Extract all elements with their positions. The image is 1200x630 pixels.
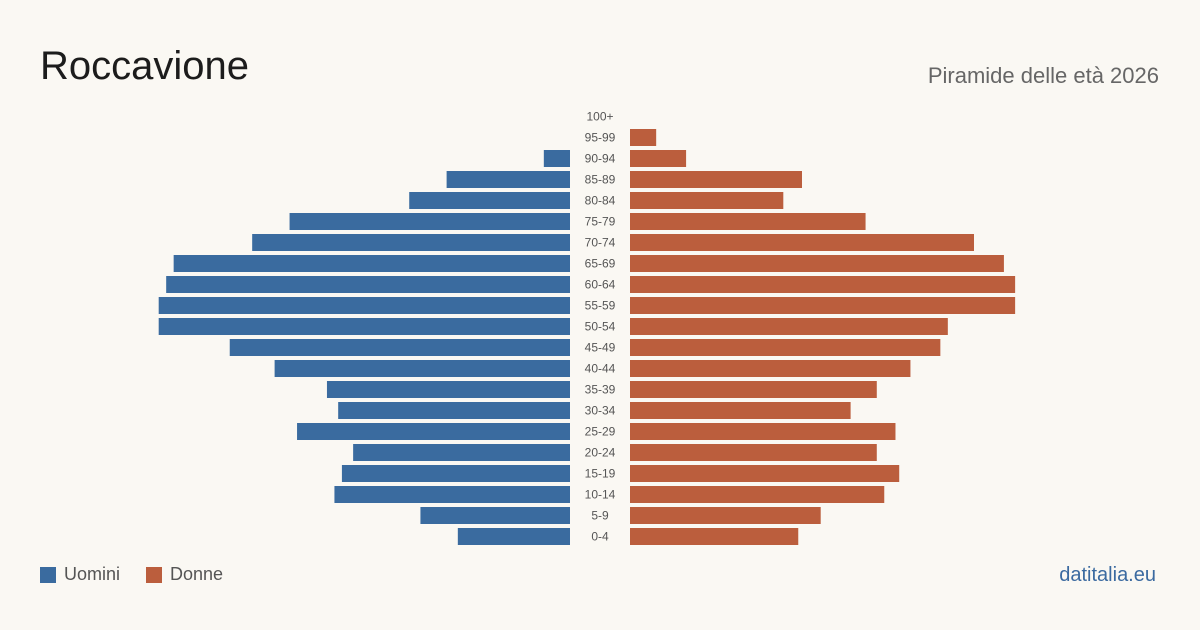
legend-swatch-women (146, 566, 163, 583)
age-label: 75-79 (585, 215, 616, 229)
bar-men-10-14 (334, 486, 570, 503)
bar-women-25-29 (630, 423, 896, 440)
legend-swatch-men (40, 566, 56, 583)
bar-men-45-49 (229, 339, 570, 356)
bar-women-20-24 (630, 444, 877, 461)
chart-legend: Uomini Donne (40, 564, 249, 585)
bar-women-80-84 (630, 192, 784, 209)
bar-women-35-39 (630, 381, 877, 398)
age-label: 70-74 (585, 236, 616, 250)
bar-men-80-84 (409, 192, 570, 209)
bar-women-10-14 (630, 486, 885, 503)
bar-women-15-19 (630, 465, 900, 482)
bar-women-55-59 (630, 297, 1016, 314)
bar-women-45-49 (630, 339, 941, 356)
age-label: 35-39 (585, 383, 616, 397)
bar-men-0-4 (457, 528, 570, 545)
bar-men-50-54 (158, 318, 570, 335)
age-label: 60-64 (585, 278, 616, 292)
age-label: 90-94 (585, 152, 616, 166)
bar-women-90-94 (630, 150, 687, 167)
age-label: 55-59 (585, 299, 616, 313)
page-title: Roccavione (40, 44, 250, 88)
age-label: 0-4 (591, 530, 609, 544)
age-label: 20-24 (585, 446, 616, 460)
age-label: 15-19 (585, 467, 616, 481)
brand-link[interactable]: datitalia.eu (1059, 564, 1156, 586)
chart-subtitle: Piramide delle età 2026 (927, 63, 1159, 88)
bar-men-25-29 (297, 423, 570, 440)
age-label: 85-89 (585, 173, 616, 187)
bar-men-35-39 (326, 381, 570, 398)
age-label: 25-29 (585, 425, 616, 439)
legend-label-men: Uomini (64, 564, 121, 584)
age-label: 100+ (586, 110, 613, 124)
age-label: 40-44 (585, 362, 616, 376)
age-label: 50-54 (585, 320, 616, 334)
age-label: 80-84 (585, 194, 616, 208)
age-label: 65-69 (585, 257, 616, 271)
bar-men-5-9 (420, 507, 570, 524)
bar-women-95-99 (630, 129, 657, 146)
bar-men-60-64 (166, 276, 570, 293)
bar-women-75-79 (630, 213, 866, 230)
brand-footer[interactable]: datitalia.eu (1059, 564, 1156, 587)
legend-item-men: Uomini (40, 564, 120, 585)
bar-women-60-64 (630, 276, 1016, 293)
bar-women-50-54 (630, 318, 948, 335)
bar-women-40-44 (630, 360, 911, 377)
bar-men-75-79 (289, 213, 570, 230)
bar-women-0-4 (630, 528, 799, 545)
bar-men-70-74 (252, 234, 570, 251)
legend-item-women: Donne (146, 564, 223, 585)
bar-men-40-44 (274, 360, 570, 377)
bar-women-30-34 (630, 402, 851, 419)
bar-men-65-69 (173, 255, 571, 272)
bar-women-85-89 (630, 171, 802, 188)
bar-men-15-19 (341, 465, 570, 482)
bar-men-20-24 (353, 444, 570, 461)
age-label: 45-49 (585, 341, 616, 355)
bar-women-70-74 (630, 234, 974, 251)
bar-women-5-9 (630, 507, 821, 524)
bar-men-30-34 (338, 402, 570, 419)
age-label: 10-14 (585, 488, 616, 502)
age-label: 5-9 (591, 509, 609, 523)
bar-men-90-94 (543, 150, 570, 167)
age-label: 95-99 (585, 131, 616, 145)
age-label: 30-34 (585, 404, 616, 418)
bar-men-55-59 (158, 297, 570, 314)
legend-label-women: Donne (170, 564, 224, 584)
bar-women-65-69 (630, 255, 1004, 272)
bar-men-85-89 (446, 171, 570, 188)
